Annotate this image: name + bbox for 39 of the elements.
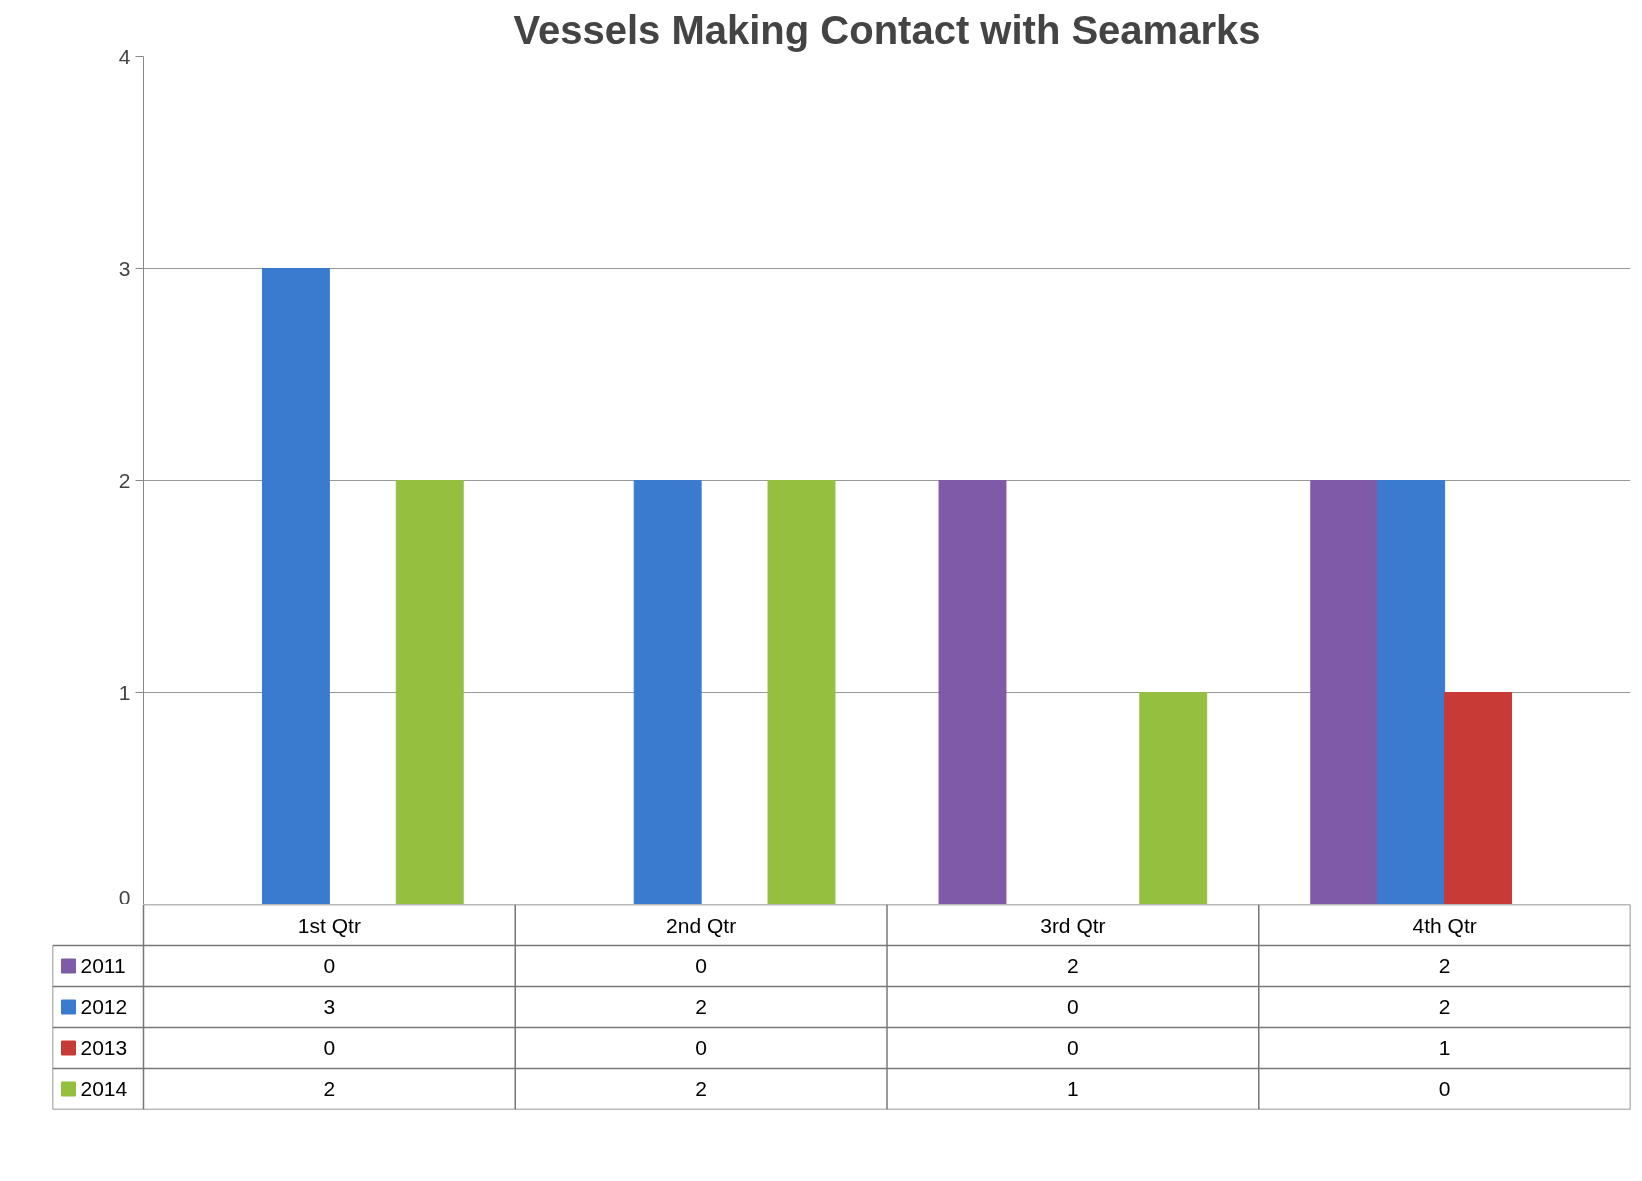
data-label: 0: [1438, 1077, 1451, 1100]
data-label: 0: [1067, 1036, 1079, 1059]
legend-label: 2011: [80, 954, 126, 977]
data-label: 1: [1438, 1036, 1451, 1059]
bar: [1377, 480, 1446, 904]
bar: [1310, 480, 1379, 904]
data-label: 0: [695, 954, 707, 977]
chart-title: Vessels Making Contact with Seamarks: [513, 7, 1261, 52]
data-label: 0: [323, 1036, 336, 1059]
y-tick-label: 4: [118, 44, 131, 68]
data-label: 0: [1067, 995, 1079, 1018]
data-label: 2: [1067, 954, 1079, 977]
x-tick-label: 4th Qtr: [1412, 913, 1477, 937]
bar: [633, 480, 702, 904]
data-label: 0: [695, 1036, 707, 1059]
data-label: 2: [695, 1077, 707, 1100]
data-label: 3: [323, 995, 336, 1018]
data-label: 2: [1438, 954, 1451, 977]
legend-label: 2013: [80, 1036, 128, 1059]
y-tick-label: 0: [118, 885, 131, 909]
legend-label: 2012: [80, 995, 128, 1018]
x-tick-label: 1st Qtr: [297, 913, 361, 937]
x-tick-label: 2nd Qtr: [666, 913, 737, 937]
data-label: 2: [695, 995, 707, 1018]
bar: [767, 480, 836, 904]
data-label: 0: [323, 954, 336, 977]
y-tick-label: 1: [118, 680, 131, 704]
bar: [395, 480, 464, 904]
data-label: 1: [1067, 1077, 1079, 1100]
bar: [1139, 692, 1208, 904]
bar: [938, 480, 1007, 904]
y-tick-label: 3: [118, 256, 131, 280]
x-tick-label: 3rd Qtr: [1040, 913, 1106, 937]
bar: [1444, 692, 1513, 904]
data-label: 2: [1438, 995, 1451, 1018]
legend-label: 2014: [80, 1077, 128, 1100]
y-tick-label: 2: [118, 468, 131, 492]
bar: [261, 268, 330, 904]
data-label: 2: [323, 1077, 336, 1100]
